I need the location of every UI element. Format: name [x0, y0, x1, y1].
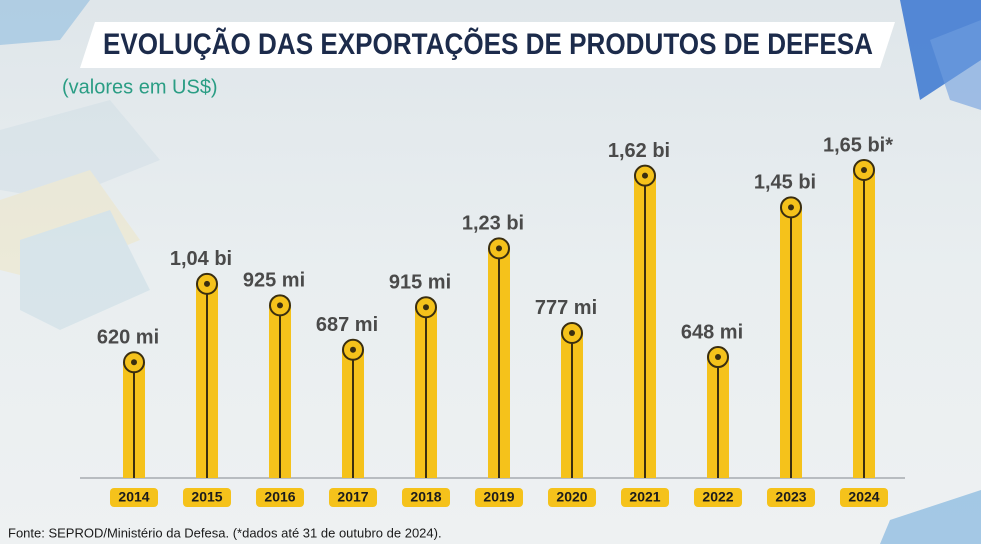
x-tick-label: 2021: [629, 489, 660, 505]
bar-cap-dot: [642, 172, 648, 179]
x-tick-label: 2015: [191, 489, 222, 505]
category-box: [475, 488, 523, 507]
value-label: 620 mi: [97, 327, 159, 349]
bar-cap-dot: [204, 280, 210, 287]
category-box: [694, 488, 742, 507]
category-box: [402, 488, 450, 507]
bar-cap-dot: [496, 245, 502, 252]
value-label: 1,45 bi: [754, 172, 816, 194]
decoration: [880, 0, 981, 544]
x-tick-label: 2023: [775, 489, 806, 505]
decoration: [0, 0, 160, 330]
value-label: 1,62 bi: [608, 140, 670, 162]
x-tick-label: 2014: [118, 489, 149, 505]
value-label: 1,04 bi: [170, 248, 232, 270]
x-tick-label: 2024: [848, 489, 879, 505]
value-label: 925 mi: [243, 270, 305, 292]
category-box: [767, 488, 815, 507]
category-box: [110, 488, 158, 507]
title-banner: [80, 22, 895, 68]
bar-cap-dot: [569, 329, 575, 336]
category-box: [548, 488, 596, 507]
category-box: [621, 488, 669, 507]
x-tick-label: 2020: [556, 489, 587, 505]
chart-subtitle: (valores em US$): [62, 76, 218, 98]
x-tick-label: 2017: [337, 489, 368, 505]
value-label: 687 mi: [316, 314, 378, 336]
bar-cap-dot: [788, 204, 794, 211]
bar-cap-dot: [350, 346, 356, 353]
bar-cap-dot: [277, 302, 283, 309]
category-box: [329, 488, 377, 507]
x-tick-label: 2019: [483, 489, 514, 505]
value-label: 915 mi: [389, 271, 451, 293]
chart-title: EVOLUÇÃO DAS EXPORTAÇÕES DE PRODUTOS DE …: [103, 27, 873, 61]
bar-cap-dot: [715, 354, 721, 361]
x-tick-label: 2022: [702, 489, 733, 505]
bar-cap-dot: [423, 304, 429, 311]
value-label: 1,23 bi: [462, 213, 524, 235]
x-tick-label: 2016: [264, 489, 295, 505]
value-label: 777 mi: [535, 297, 597, 319]
value-label: 648 mi: [681, 321, 743, 343]
x-tick-label: 2018: [410, 489, 441, 505]
category-box: [183, 488, 231, 507]
source-note: Fonte: SEPROD/Ministério da Defesa. (*da…: [8, 525, 442, 540]
category-box: [256, 488, 304, 507]
bar-cap-dot: [131, 359, 137, 366]
category-box: [840, 488, 888, 507]
bar-cap-dot: [861, 167, 867, 173]
value-label: 1,65 bi*: [823, 134, 893, 156]
